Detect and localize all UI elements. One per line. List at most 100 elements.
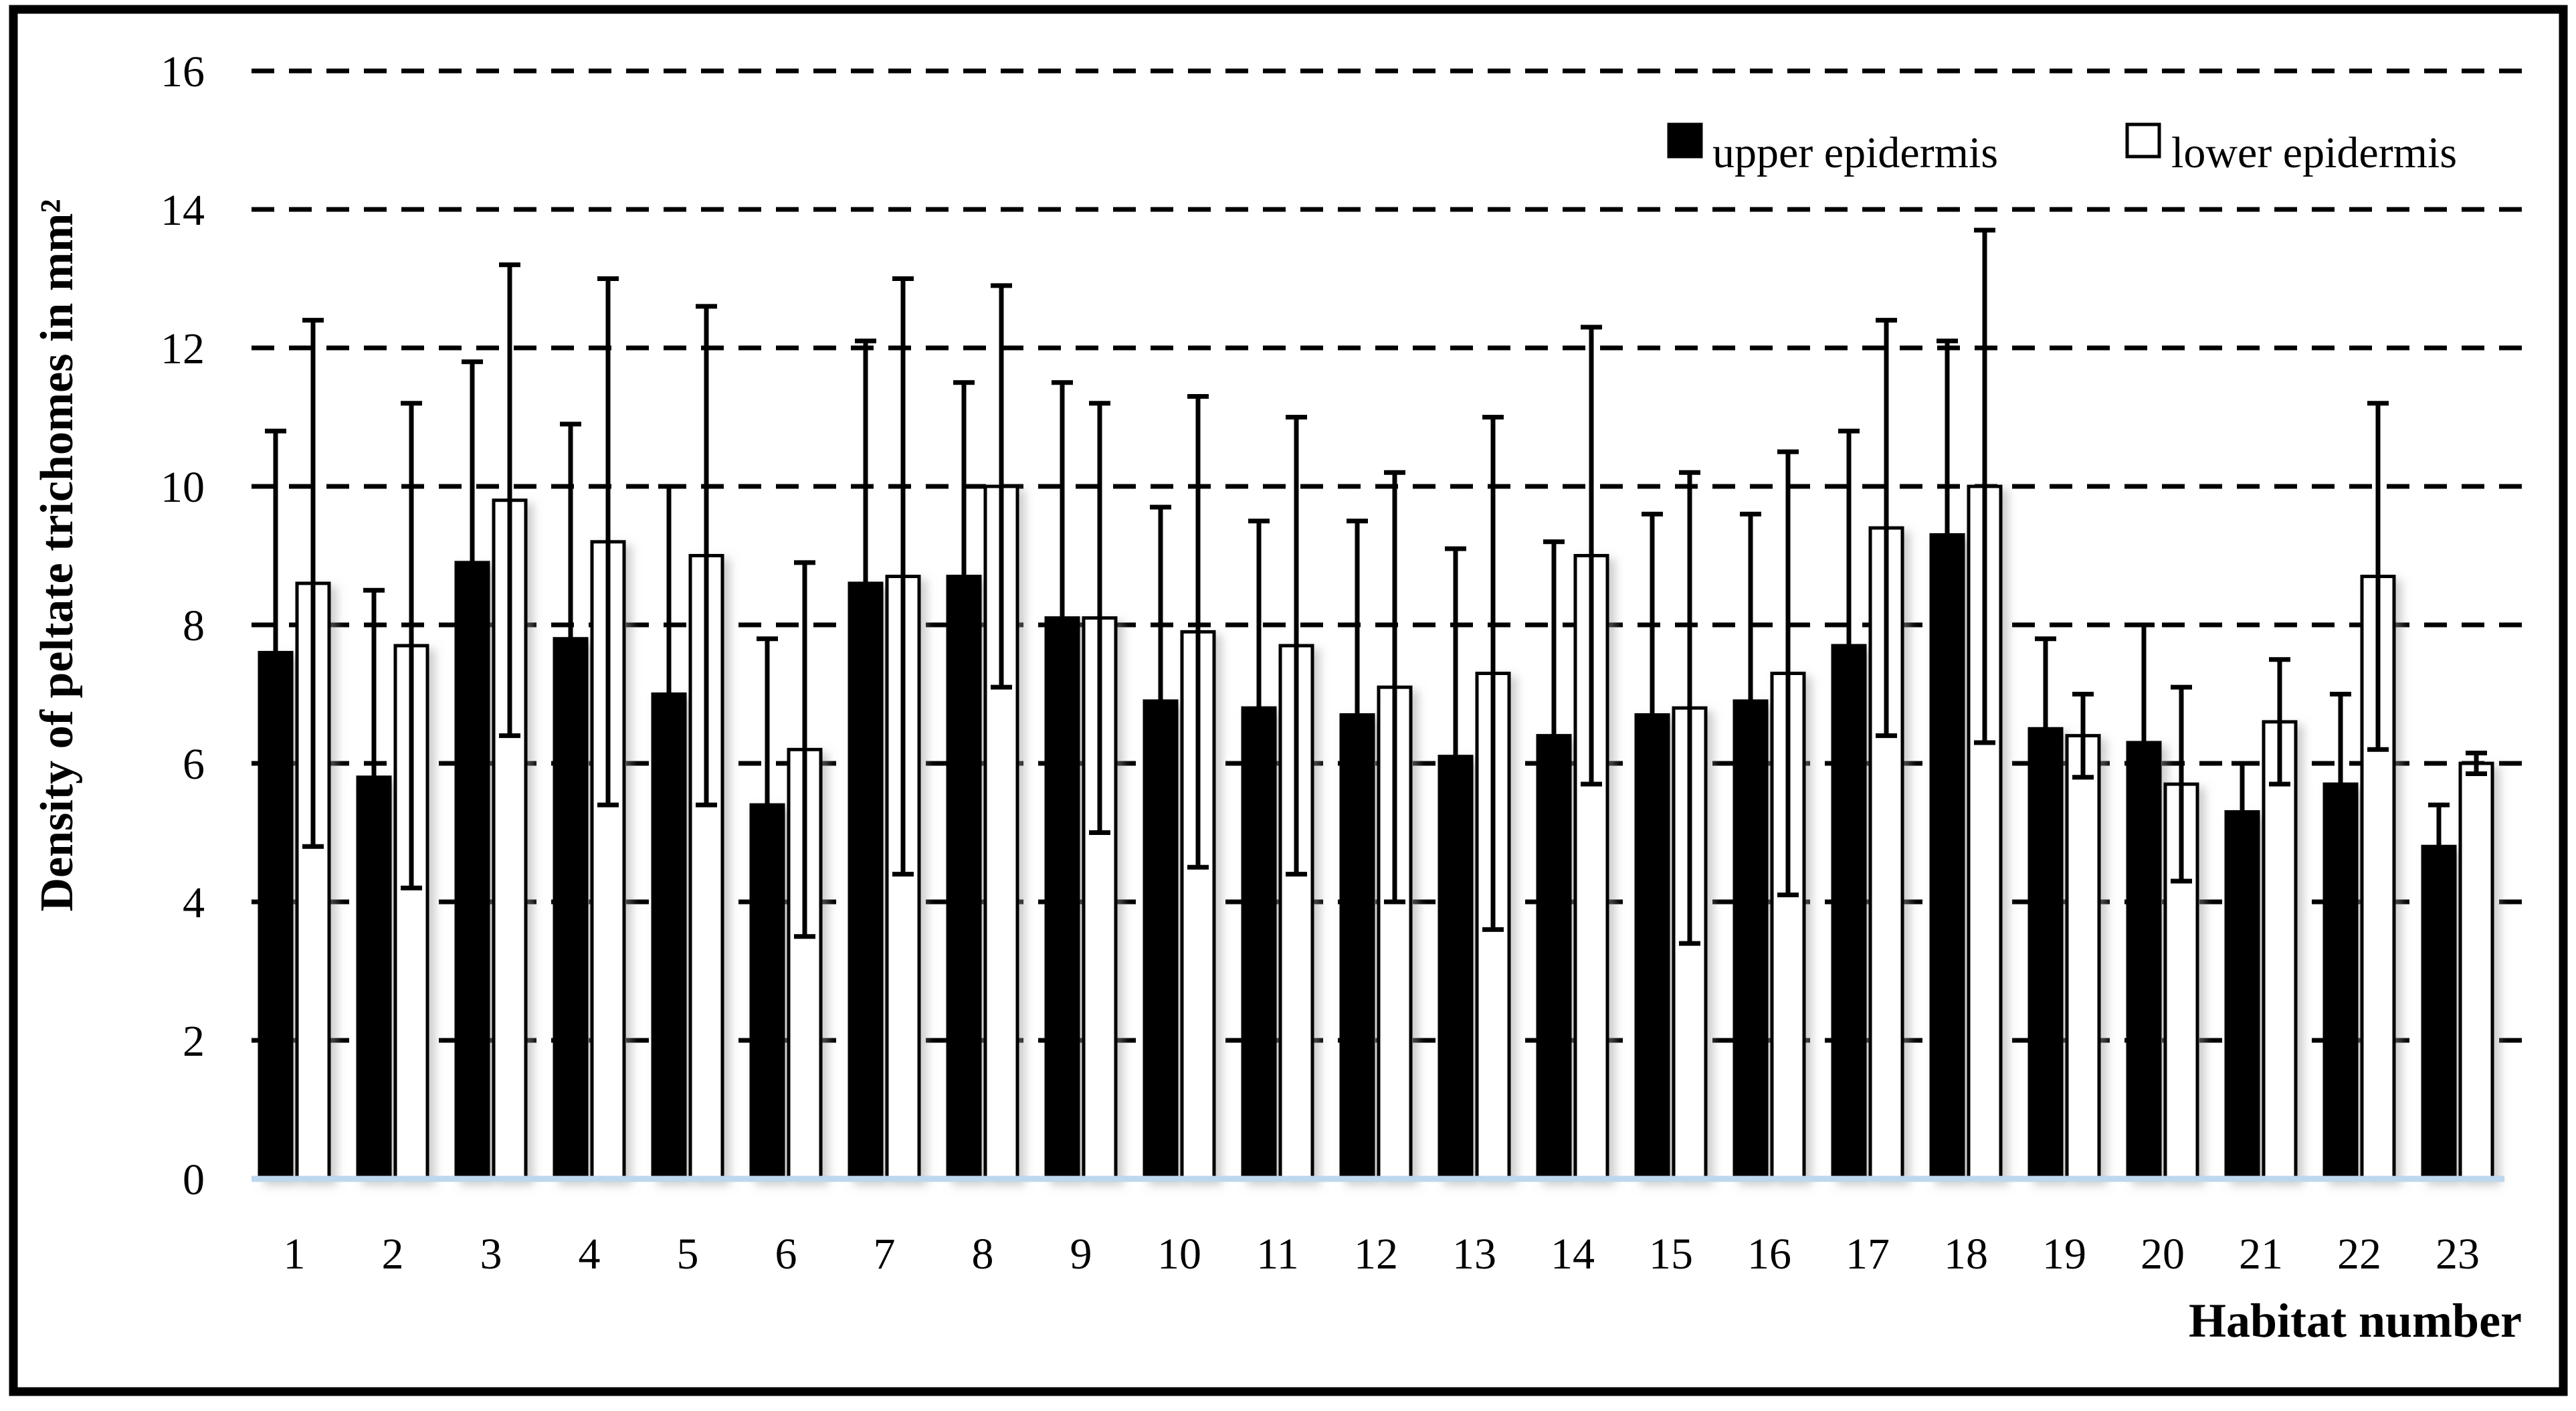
error-bar-upper-habitat-14 [1543,539,1565,932]
error-bar-lower-habitat-5 [696,304,717,808]
x-tick-label-15: 15 [1649,1230,1693,1279]
x-axis-tick-labels: 1 2 3 4 5 6 7 8 9 10 11 12 13 14 15 16 17 18 19 20 21 22 23 [284,1230,2480,1279]
legend-label-upper-epidermis: upper epidermis [1712,128,1998,177]
error-bar-lower-habitat-9 [1089,401,1110,835]
error-bar-upper-habitat-4 [560,421,581,856]
error-bar-lower-habitat-14 [1581,324,1602,787]
error-bar-upper-habitat-8 [953,380,975,773]
error-bar-lower-habitat-11 [1286,415,1307,877]
error-bar-upper-habitat-18 [1937,339,1958,731]
legend-swatch-lower-epidermis [2125,122,2161,159]
error-bar-lower-habitat-6 [794,560,815,939]
bar-lower-epidermis-habitat-23 [2458,761,2494,1181]
y-axis-tick-labels: 0 2 4 6 8 10 12 14 16 [161,48,205,1204]
x-tick-label-11: 11 [1256,1230,1299,1279]
bar-lower-epidermis-habitat-7 [885,575,921,1181]
error-bar-upper-habitat-19 [2035,636,2056,822]
x-tick-label-20: 20 [2141,1230,2185,1279]
error-bar-upper-habitat-22 [2330,692,2351,877]
x-tick-label-3: 3 [480,1230,502,1279]
y-tick-label-2: 2 [183,1017,205,1066]
error-bars [265,227,2487,973]
x-tick-label-8: 8 [972,1230,994,1279]
error-bar-lower-habitat-16 [1777,449,1799,898]
x-tick-label-9: 9 [1070,1230,1092,1279]
x-tick-label-5: 5 [677,1230,699,1279]
error-bar-upper-habitat-20 [2133,622,2155,863]
error-bar-lower-habitat-8 [991,283,1012,690]
x-tick-label-1: 1 [284,1230,306,1279]
x-axis-title: Habitat number [2189,1294,2522,1347]
legend-item-upper-epidermis: upper epidermis [1667,122,1998,177]
error-bar-lower-habitat-13 [1482,415,1504,932]
x-tick-label-17: 17 [1846,1230,1890,1279]
x-tick-label-21: 21 [2239,1230,2283,1279]
y-axis-title: Density of peltate trichomes in mm² [31,199,83,912]
error-bar-upper-habitat-10 [1150,504,1171,898]
error-bar-lower-habitat-22 [2367,401,2389,752]
error-bar-upper-habitat-6 [757,636,778,973]
error-bar-lower-habitat-17 [1876,318,1897,739]
x-tick-label-10: 10 [1157,1230,1201,1279]
bar-upper-epidermis-habitat-21 [2224,810,2260,1181]
x-tick-label-23: 23 [2436,1230,2480,1279]
error-bar-lower-habitat-21 [2269,657,2290,787]
error-bar-lower-habitat-2 [401,401,422,890]
bar-lower-epidermis-habitat-12 [1377,685,1413,1181]
error-bar-lower-habitat-15 [1679,470,1700,946]
error-bar-upper-habitat-15 [1642,511,1663,919]
legend-swatch-upper-epidermis [1667,122,1703,159]
y-tick-label-16: 16 [161,48,205,96]
y-tick-label-6: 6 [183,740,205,789]
error-bar-lower-habitat-19 [2072,692,2094,780]
y-tick-label-8: 8 [183,601,205,650]
error-bar-lower-habitat-12 [1384,470,1405,905]
legend-label-lower-epidermis: lower epidermis [2171,128,2457,177]
bar-lower-epidermis-habitat-19 [2065,734,2101,1181]
error-bar-upper-habitat-1 [265,428,286,877]
y-tick-label-10: 10 [161,463,205,512]
error-bar-lower-habitat-7 [892,276,914,877]
error-bar-upper-habitat-2 [363,587,385,967]
figure-border [9,5,2568,1396]
error-bar-lower-habitat-4 [597,276,619,808]
x-tick-label-7: 7 [874,1230,896,1279]
x-tick-label-12: 12 [1354,1230,1398,1279]
error-bar-lower-habitat-1 [302,318,324,849]
y-tick-label-12: 12 [161,324,205,373]
x-tick-label-13: 13 [1452,1230,1496,1279]
error-bar-lower-habitat-18 [1974,227,1995,745]
x-tick-label-16: 16 [1747,1230,1791,1279]
x-tick-label-14: 14 [1551,1230,1595,1279]
error-bar-upper-habitat-3 [462,359,483,766]
x-tick-label-2: 2 [382,1230,404,1279]
legend: upper epidermis lower epidermis [1667,122,2457,177]
error-bar-upper-habitat-5 [658,484,680,905]
error-bar-upper-habitat-9 [1052,380,1073,856]
bar-lower-epidermis-habitat-21 [2262,720,2298,1181]
error-bar-lower-habitat-10 [1187,393,1209,870]
x-tick-label-19: 19 [2042,1230,2086,1279]
y-tick-label-14: 14 [161,186,205,235]
legend-item-lower-epidermis: lower epidermis [2125,122,2457,177]
error-bar-upper-habitat-13 [1445,546,1466,967]
x-tick-label-22: 22 [2337,1230,2381,1279]
error-bar-upper-habitat-21 [2232,761,2253,863]
y-tick-label-0: 0 [183,1155,205,1204]
bar-upper-epidermis-habitat-23 [2421,844,2457,1181]
error-bar-lower-habitat-23 [2466,750,2487,777]
error-bar-upper-habitat-23 [2428,802,2450,890]
error-bar-upper-habitat-11 [1248,519,1270,898]
x-tick-label-18: 18 [1944,1230,1988,1279]
error-bar-lower-habitat-3 [499,262,520,739]
error-bar-upper-habitat-7 [855,339,876,828]
error-bar-upper-habitat-12 [1347,519,1368,911]
error-bar-upper-habitat-16 [1740,511,1761,890]
x-tick-label-4: 4 [579,1230,601,1279]
y-tick-label-4: 4 [183,878,205,927]
error-bar-lower-habitat-20 [2171,684,2192,884]
error-bar-upper-habitat-17 [1838,428,1860,863]
x-tick-label-6: 6 [775,1230,797,1279]
